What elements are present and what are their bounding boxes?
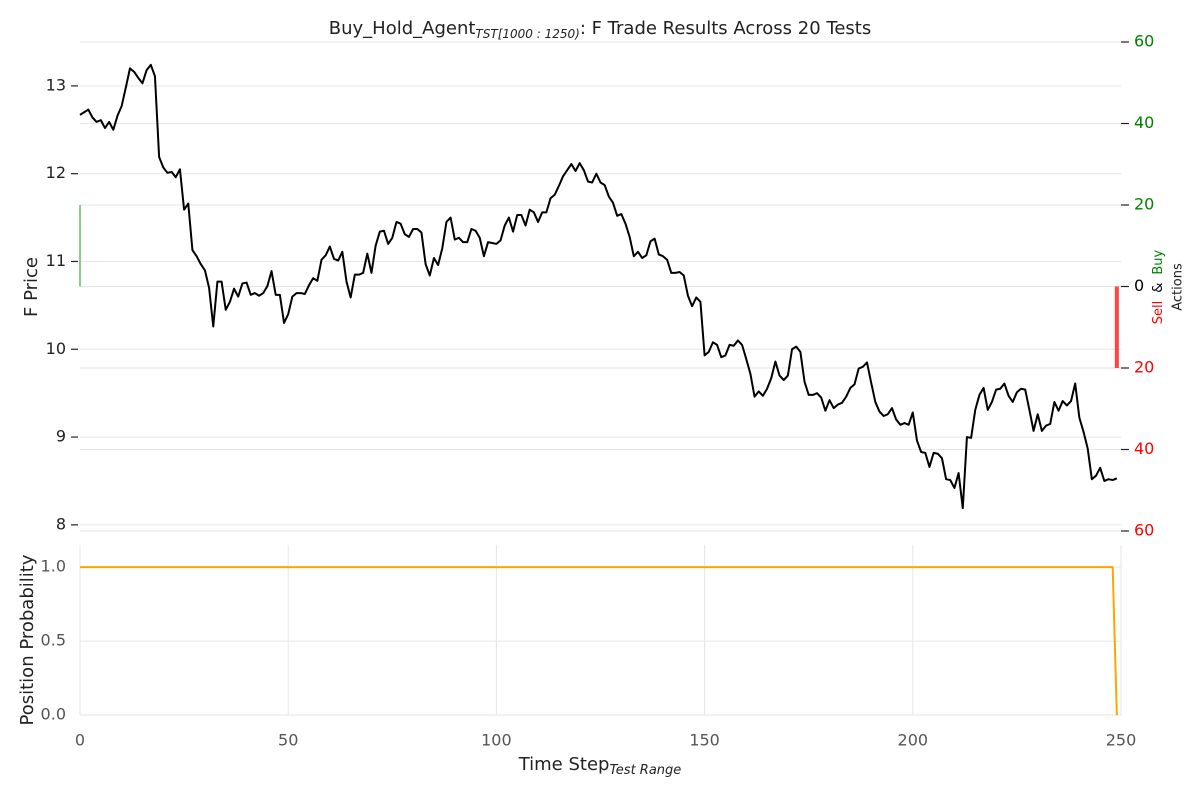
y2-tick-label: 60 [1134, 521, 1154, 540]
y-tick-label: 0.5 [41, 631, 66, 650]
y2-axis-label: Sell & Buy [1151, 249, 1166, 324]
title-suffix: : F Trade Results Across 20 Tests [580, 18, 871, 39]
y-tick-label: 12 [46, 163, 66, 182]
xlabel-main: Time Step [518, 754, 610, 775]
y-tick-label: 1.0 [41, 557, 66, 576]
x-tick-label: 50 [278, 731, 298, 750]
y-tick-label: 13 [46, 75, 66, 94]
y2-tick-label: 60 [1134, 32, 1154, 51]
x-axis-label: Time StepTest Range [518, 754, 682, 778]
y2-axis-label: Actions [1171, 263, 1186, 311]
y-tick-label: 8 [56, 514, 66, 533]
title-main: Buy_Hold_Agent [329, 18, 476, 39]
y-tick-label: 10 [46, 339, 66, 358]
and-label: & [1151, 283, 1166, 293]
y-tick-label: 11 [46, 251, 66, 270]
buy-label: Buy [1151, 249, 1166, 274]
y-tick-label: 9 [56, 427, 66, 446]
price-line [80, 566, 1118, 716]
sell-label: Sell [1151, 301, 1166, 324]
y2-tick-label: 40 [1134, 439, 1154, 458]
y2-tick-label: 20 [1134, 195, 1154, 214]
y-axis-label: F Price [21, 257, 42, 317]
y2-tick-label: 40 [1134, 113, 1154, 132]
y2-tick-label: 20 [1134, 358, 1154, 377]
y-tick-label: 0.0 [41, 705, 66, 724]
price-line [79, 63, 1118, 510]
x-tick-label: 100 [481, 731, 512, 750]
y2-tick-label: 0 [1134, 276, 1144, 295]
xlabel-subscript: Test Range [609, 763, 681, 778]
title-subscript: TST[1000 : 1250) [475, 27, 579, 41]
x-tick-label: 150 [689, 731, 720, 750]
x-tick-label: 250 [1106, 731, 1137, 750]
x-tick-label: 0 [75, 731, 85, 750]
chart-title: Buy_Hold_AgentTST[1000 : 1250): F Trade … [329, 18, 871, 41]
x-tick-label: 200 [898, 731, 929, 750]
y-axis-label: Position Probability [17, 554, 38, 725]
